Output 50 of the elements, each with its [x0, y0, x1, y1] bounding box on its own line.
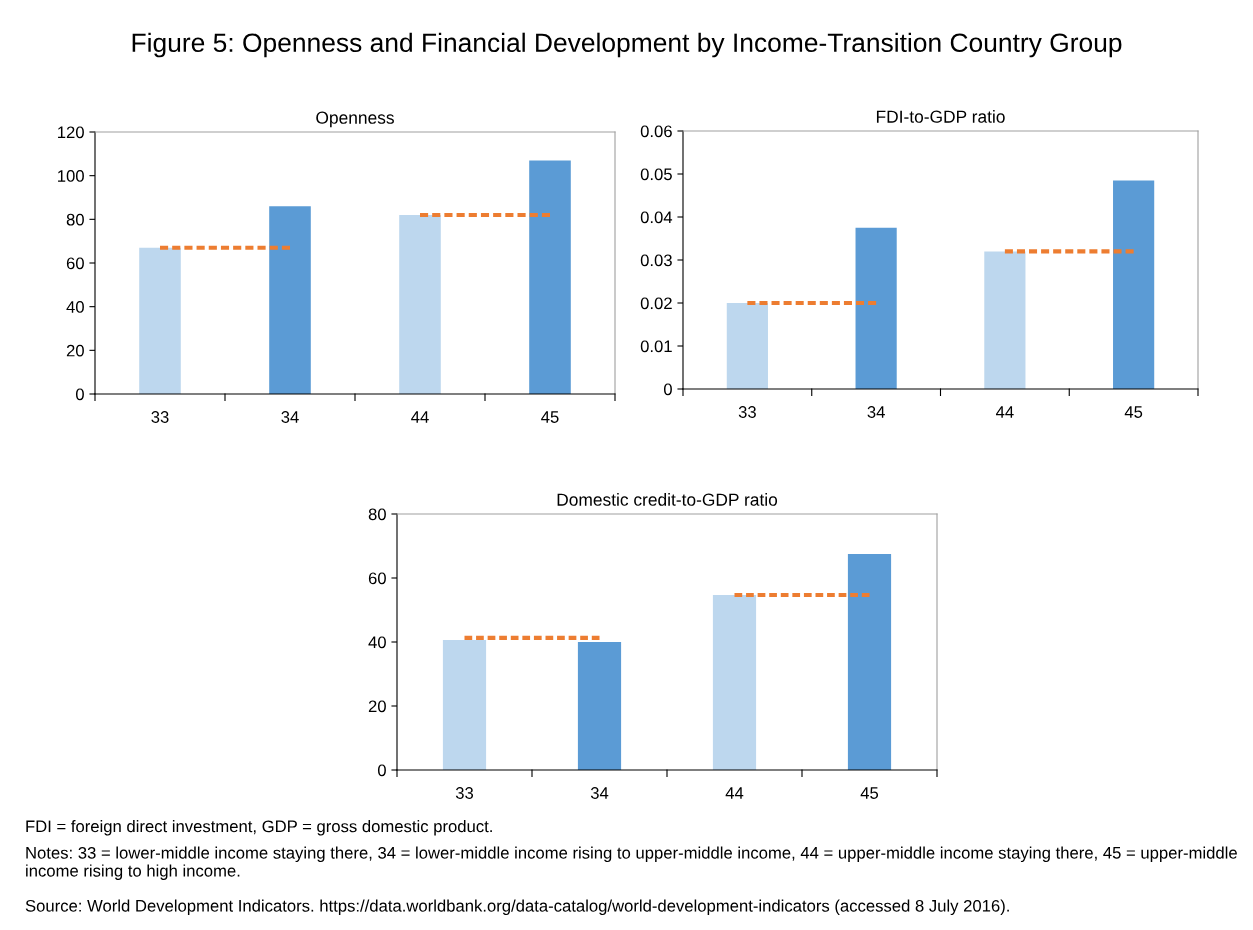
x-tick-label: 44 — [411, 411, 429, 423]
y-tick-label: 0.06 — [640, 125, 672, 138]
x-tick-label: 33 — [455, 787, 474, 799]
chart-subtitle: FDI-to-GDP ratio — [876, 110, 1005, 123]
y-tick-label: 0 — [663, 383, 672, 396]
y-tick-label: 80 — [66, 213, 84, 226]
bar — [529, 160, 571, 394]
x-tick-label: 44 — [725, 787, 744, 799]
bar — [855, 227, 897, 389]
x-tick-label: 34 — [590, 787, 609, 799]
x-tick-label: 44 — [995, 406, 1014, 418]
x-tick-label: 34 — [281, 411, 299, 423]
text: Notes: 33 = lower-middle income staying there, 34 = lower-middle income rising to upper-middle income, 44 = upper-middle income staying there, 45 = upper-middle income rising to high income. — [26, 846, 1237, 880]
y-tick-label: 40 — [66, 301, 84, 313]
chart-subtitle: Openness — [316, 111, 394, 128]
y-tick-label: 40 — [368, 636, 386, 649]
text: FDI = foreign direct investment, GDP = gross domestic product. — [26, 820, 492, 836]
x-tick-label: 45 — [541, 411, 559, 423]
bar — [984, 251, 1026, 389]
x-tick-label: 33 — [151, 411, 169, 423]
y-tick-label: 0.03 — [640, 254, 672, 267]
bar — [577, 642, 622, 770]
bar — [399, 214, 441, 394]
bar — [726, 303, 768, 389]
y-tick-label: 0.04 — [640, 211, 673, 224]
x-tick-label: 33 — [738, 406, 756, 418]
bar — [847, 554, 892, 770]
y-tick-label: 0.05 — [640, 168, 672, 181]
y-tick-label: 20 — [368, 700, 386, 713]
y-tick-label: 60 — [368, 572, 386, 585]
y-tick-label: 120 — [58, 126, 84, 139]
chart-title: Figure 5: Openness and Financial Development by Income-Transition Country Group — [132, 32, 1122, 58]
x-tick-label: 34 — [867, 406, 885, 418]
y-tick-label: 60 — [66, 257, 84, 270]
y-tick-label: 0 — [75, 388, 84, 401]
bar — [1113, 180, 1155, 389]
y-tick-label: 0 — [377, 764, 386, 777]
source-note: Source: World Development Indicators. https://data.worldbank.org/data-catalog/world-development-indicators (accessed 8 July 2016). — [25, 899, 1009, 916]
y-tick-label: 20 — [66, 344, 84, 357]
y-tick-label: 100 — [58, 170, 84, 182]
y-tick-label: 0.02 — [640, 297, 672, 310]
y-tick-label: 80 — [368, 508, 386, 521]
bar — [269, 206, 311, 394]
bar — [442, 640, 487, 770]
x-tick-label: 45 — [860, 787, 879, 799]
bar — [139, 247, 181, 394]
y-tick-label: 0.01 — [640, 340, 672, 353]
bar — [712, 594, 757, 770]
chart-subtitle: Domestic credit-to-GDP ratio — [557, 493, 778, 506]
x-tick-label: 45 — [1124, 406, 1143, 418]
